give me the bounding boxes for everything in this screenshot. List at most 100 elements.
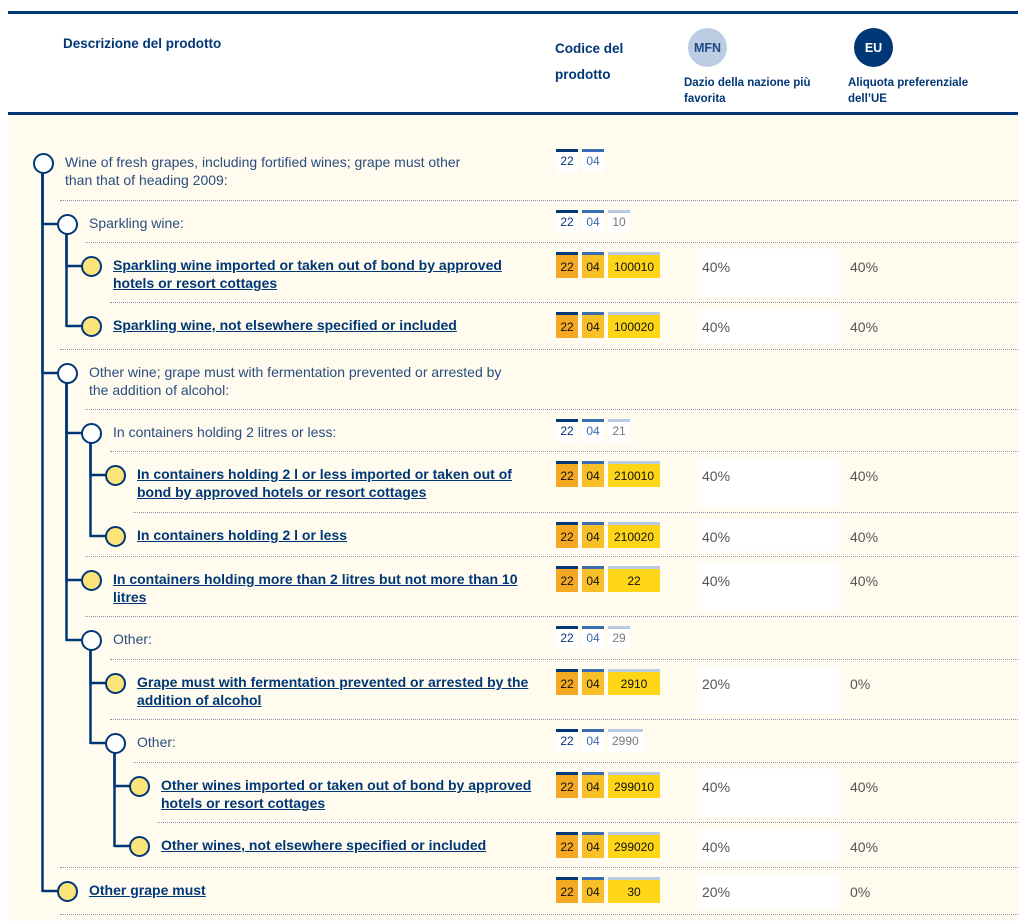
code-segment: 22 xyxy=(556,877,578,903)
row-divider xyxy=(133,512,1018,513)
code-segment: 22 xyxy=(556,522,578,548)
column-header-description: Descrizione del prodotto xyxy=(63,36,222,51)
tariff-line-row: Sparkling wine imported or taken out of … xyxy=(8,243,1018,303)
product-link[interactable]: In containers holding more than 2 litres… xyxy=(113,571,518,605)
product-link[interactable]: Sparkling wine, not elsewhere specified … xyxy=(113,317,457,333)
code-segment: 04 xyxy=(582,877,604,903)
code-segment: 21 xyxy=(608,419,630,442)
code-segment: 22 xyxy=(556,252,578,278)
leaf-node-icon xyxy=(105,465,126,486)
tariff-line-row: In containers holding 2 l or less import… xyxy=(8,452,1018,513)
code-segment: 04 xyxy=(582,252,604,278)
tariff-line-row: Other grape must 22 04 30 20% 0% xyxy=(8,868,1018,915)
row-divider xyxy=(110,659,1018,660)
column-header-mfn: Dazio della nazione più favorita xyxy=(684,77,811,105)
code-segment: 04 xyxy=(582,312,604,338)
code-segment: 210020 xyxy=(608,522,660,548)
product-link[interactable]: In containers holding 2 l or less xyxy=(137,527,348,543)
mfn-rate: 40% xyxy=(702,573,731,589)
code-segment: 2910 xyxy=(608,669,660,695)
leaf-node-icon xyxy=(81,316,102,337)
tariff-group-row: Other: 22 04 29 xyxy=(8,617,1018,660)
eu-rate: 0% xyxy=(850,676,871,692)
product-code: 22 04 30 xyxy=(556,877,660,903)
code-segment: 299010 xyxy=(608,772,660,798)
tariff-group-row: Sparkling wine: 22 04 10 xyxy=(8,201,1018,243)
leaf-node-icon xyxy=(81,256,102,277)
product-link[interactable]: In containers holding 2 l or less import… xyxy=(137,466,512,500)
mfn-rate: 40% xyxy=(702,468,731,484)
code-segment: 22 xyxy=(556,210,578,233)
code-segment: 04 xyxy=(582,461,604,487)
code-segment: 04 xyxy=(582,626,604,649)
product-link[interactable]: Other grape must xyxy=(89,882,206,898)
code-segment: 299020 xyxy=(608,832,660,858)
group-node-icon xyxy=(57,363,78,384)
mfn-cell xyxy=(697,563,839,611)
code-segment: 22 xyxy=(556,772,578,798)
tariff-line-row: Other wines imported or taken out of bon… xyxy=(8,763,1018,823)
code-segment: 04 xyxy=(582,210,604,233)
group-node-icon xyxy=(105,733,126,754)
mfn-rate: 40% xyxy=(702,839,731,855)
row-divider xyxy=(60,914,1018,915)
code-segment: 04 xyxy=(582,149,604,172)
product-link[interactable]: Other wines, not elsewhere specified or … xyxy=(161,837,487,853)
product-code: 22 04 22 xyxy=(556,566,660,592)
product-link[interactable]: Sparkling wine imported or taken out of … xyxy=(113,257,502,291)
mfn-badge: MFN xyxy=(688,28,727,67)
mfn-cell xyxy=(697,829,839,862)
code-segment: 22 xyxy=(556,149,578,172)
product-code: 22 04 xyxy=(556,149,604,172)
mfn-cell xyxy=(697,666,839,714)
tariff-group-row: In containers holding 2 litres or less: 2… xyxy=(8,410,1018,452)
code-segment: 22 xyxy=(556,312,578,338)
product-code: 22 04 10 xyxy=(556,210,630,233)
product-code: 22 04 21 xyxy=(556,419,630,442)
row-divider xyxy=(110,719,1018,720)
eu-rate: 40% xyxy=(850,573,879,589)
leaf-node-icon xyxy=(105,526,126,547)
product-code: 22 04 299020 xyxy=(556,832,660,858)
mfn-cell xyxy=(697,769,839,817)
product-link[interactable]: Other wines imported or taken out of bon… xyxy=(161,777,532,811)
tree-connector-lines xyxy=(41,173,131,893)
tariff-group-row: Other: 22 04 2990 xyxy=(8,720,1018,763)
tariff-line-row: Grape must with fermentation prevented o… xyxy=(8,660,1018,720)
product-code: 22 04 2990 xyxy=(556,729,643,752)
leaf-node-icon xyxy=(81,570,102,591)
code-segment: 10 xyxy=(608,210,630,233)
mfn-rate: 20% xyxy=(702,884,731,900)
tariff-line-row: In containers holding more than 2 litres… xyxy=(8,557,1018,617)
row-divider xyxy=(85,242,1018,243)
tariff-line-row: Other wines, not elsewhere specified or … xyxy=(8,823,1018,868)
tariff-line-row: Sparkling wine, not elsewhere specified … xyxy=(8,303,1018,350)
table-header: Descrizione del prodotto Codice del prod… xyxy=(8,11,1018,115)
code-segment: 04 xyxy=(582,566,604,592)
mfn-rate: 40% xyxy=(702,779,731,795)
tariff-group-row: Other wine; grape must with fermentation… xyxy=(8,350,1018,410)
group-node-icon xyxy=(33,153,54,174)
product-description: Other: xyxy=(137,734,176,750)
code-segment: 04 xyxy=(582,729,604,752)
product-description: Sparkling wine: xyxy=(89,215,184,231)
code-segment: 2990 xyxy=(608,729,643,752)
product-description: In containers holding 2 litres or less: xyxy=(113,424,337,440)
mfn-cell xyxy=(697,874,839,909)
code-segment: 22 xyxy=(556,626,578,649)
mfn-rate: 20% xyxy=(702,676,731,692)
product-description: Other: xyxy=(113,631,152,647)
group-node-icon xyxy=(57,214,78,235)
row-divider xyxy=(85,409,1018,410)
group-node-icon xyxy=(81,630,102,651)
row-divider xyxy=(85,556,1018,557)
tariff-tree: Wine of fresh grapes, including fortifie… xyxy=(8,115,1018,921)
row-divider xyxy=(110,302,1018,303)
mfn-cell xyxy=(697,309,839,344)
product-link[interactable]: Grape must with fermentation prevented o… xyxy=(137,674,529,708)
eu-rate: 40% xyxy=(850,259,879,275)
mfn-cell xyxy=(697,519,839,551)
product-code: 22 04 29 xyxy=(556,626,630,649)
leaf-node-icon xyxy=(129,836,150,857)
eu-rate: 40% xyxy=(850,319,879,335)
